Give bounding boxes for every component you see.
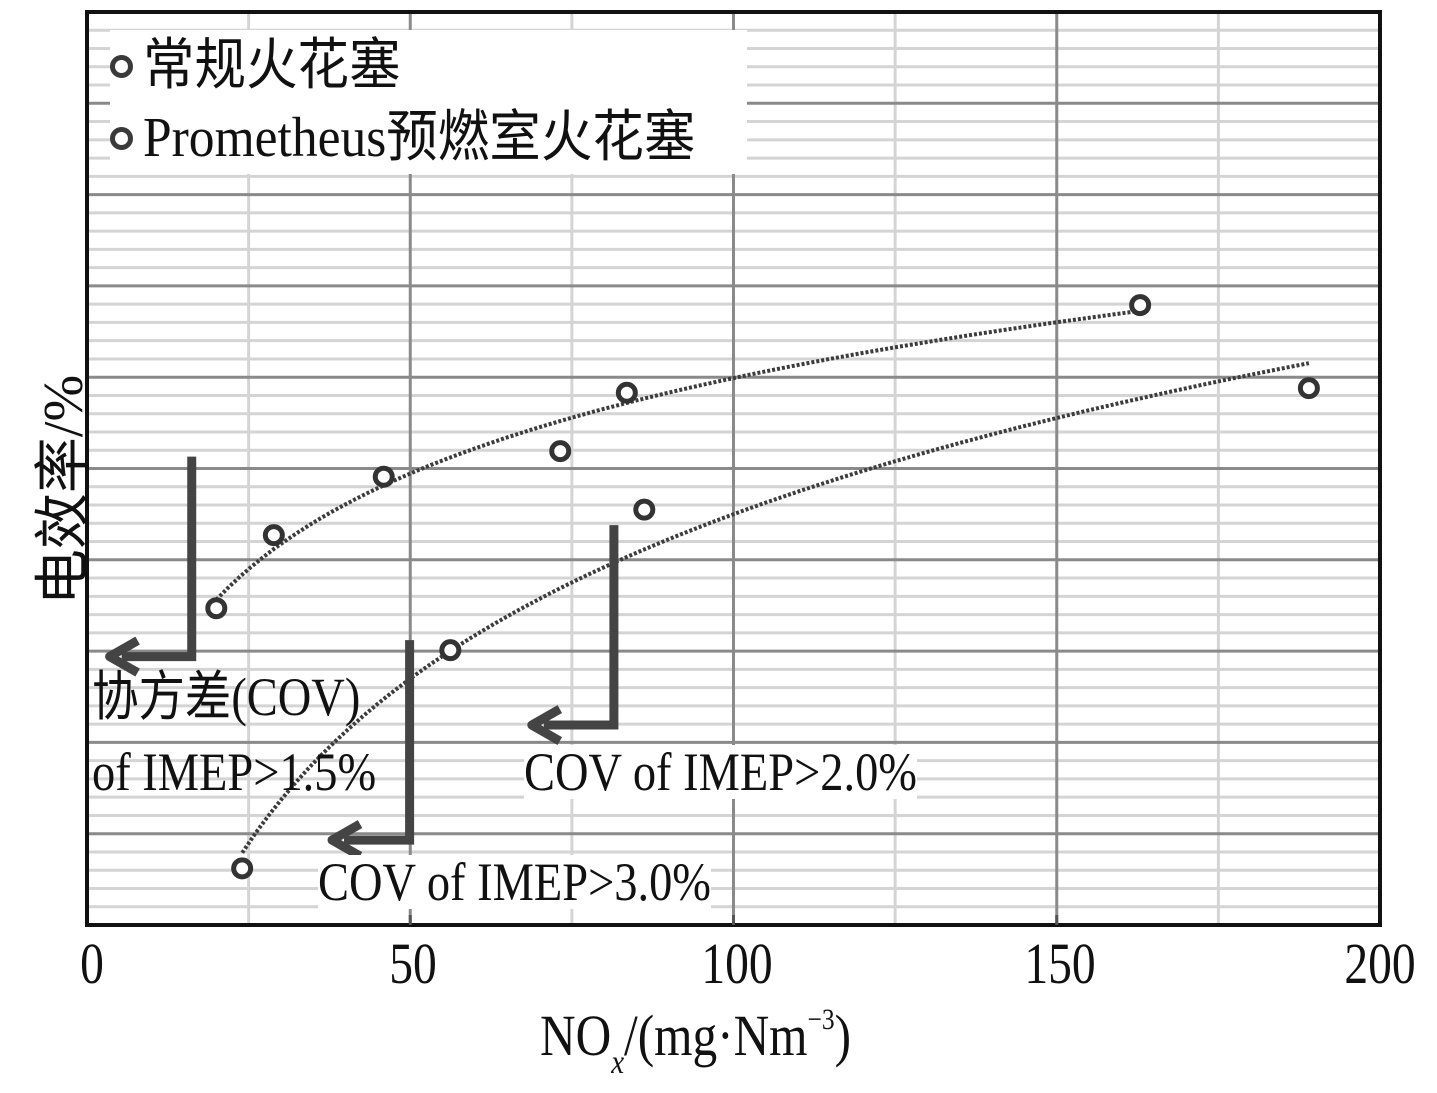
annotation-cov30: COV of IMEP>3.0% [318, 852, 712, 912]
annotation-cov20: COV of IMEP>2.0% [524, 742, 918, 802]
x-tick-label: 100 [701, 931, 773, 996]
data-point-marker [231, 857, 254, 880]
annotation-cov15-line1: 协方差(COV) [92, 667, 361, 727]
arrow-head-icon [327, 820, 363, 860]
legend-label: Prometheus预燃室火花塞 [143, 107, 696, 169]
data-point-marker [439, 639, 462, 662]
annotation-arrows [105, 456, 619, 860]
x-axis-title: NOx/(mg·Nm−3) [540, 1005, 851, 1080]
x-title-main: NO [540, 1003, 612, 1068]
data-point-marker [633, 498, 656, 521]
data-point-marker [615, 381, 638, 404]
annotation-arrow [344, 640, 415, 845]
arrow-head-icon [105, 636, 140, 677]
data-point-marker [549, 440, 572, 463]
annotation-cov15-line2: of IMEP>1.5% [92, 742, 377, 802]
data-markers [205, 294, 1320, 880]
open-circle-marker-icon [110, 54, 133, 78]
data-point-marker [372, 465, 395, 488]
data-point-marker [1297, 377, 1320, 400]
annotation-arrow [121, 456, 197, 662]
legend-item-conventional: 常规火花塞 [110, 30, 747, 102]
legend-label: 常规火花塞 [143, 35, 401, 97]
trendline [214, 308, 1141, 602]
x-title-close: ) [834, 1003, 852, 1068]
data-point-marker [1129, 294, 1152, 317]
x-title-units: /(mg·Nm [624, 1003, 808, 1068]
trendline [240, 361, 1310, 854]
x-tick-label: 50 [389, 931, 437, 996]
x-tick-marks [408, 915, 1059, 925]
data-point-marker [205, 597, 228, 620]
arrow-head-icon [527, 705, 563, 745]
x-tick-label: 200 [1344, 931, 1416, 996]
x-title-sub: x [611, 1044, 625, 1081]
x-tick-label: 150 [1024, 931, 1096, 996]
legend-item-prometheus: Prometheus预燃室火花塞 [110, 102, 747, 174]
x-title-exponent: −3 [807, 1003, 835, 1036]
y-axis-title: 电效率/% [33, 374, 95, 606]
x-tick-label: 0 [80, 931, 104, 996]
legend: 常规火花塞 Prometheus预燃室火花塞 [110, 30, 748, 174]
trendlines [214, 308, 1310, 854]
annotation-arrow [543, 525, 619, 730]
data-point-marker [262, 524, 285, 547]
open-circle-marker-icon [110, 126, 133, 150]
